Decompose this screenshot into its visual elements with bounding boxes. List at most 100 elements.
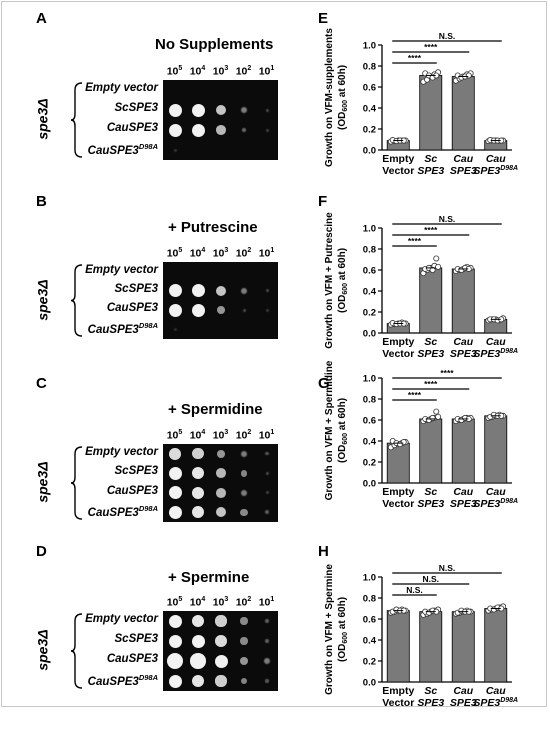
colony-spot — [215, 507, 227, 518]
strain-name: CauSPE3 — [106, 484, 158, 497]
x-tick-label-line1: Cau — [453, 153, 473, 165]
colony-spot — [217, 449, 225, 458]
strain-label: CauSPE3 — [107, 302, 158, 314]
x-tick-label-line2: SPE3 — [450, 697, 477, 709]
x-tick-label-line2: Vector — [382, 697, 414, 709]
strain-label: CauSPE3 — [107, 653, 158, 665]
dilution-base: 10 — [189, 65, 202, 78]
y-axis-units-open: (OD — [337, 644, 348, 662]
colony-spot — [173, 148, 177, 152]
panel-label-c: C — [36, 375, 47, 392]
x-tick-label-line2: SPE3 — [450, 498, 477, 510]
dilution-label: 102 — [232, 65, 255, 78]
y-tick-label: 0.6 — [363, 416, 376, 427]
colony-spot — [240, 617, 248, 625]
panel-label-h: H — [318, 543, 329, 560]
colony-spot — [191, 103, 205, 117]
colony-spot — [215, 615, 227, 627]
dilution-base: 10 — [235, 247, 248, 260]
colony-spot — [265, 128, 269, 132]
y-tick-label: 0.0 — [363, 146, 376, 157]
dilution-base: 10 — [189, 247, 202, 260]
data-point — [435, 413, 442, 420]
dilution-exponent: 2 — [247, 247, 252, 254]
strain-label: ScSPE3 — [115, 283, 158, 295]
data-point — [400, 439, 407, 446]
colony-spot — [216, 468, 226, 479]
strain-label: CauSPE3D98A — [88, 504, 158, 519]
dilution-exponent: 2 — [247, 65, 252, 72]
y-tick-label: 0.4 — [363, 104, 377, 115]
y-tick-label: 0.8 — [363, 245, 376, 256]
strain-name: ScSPE3 — [114, 465, 158, 478]
bar — [419, 611, 443, 683]
colony-spot — [191, 674, 205, 688]
x-tick-label-gene: SPE3 — [473, 348, 500, 360]
colony-spot — [264, 658, 270, 664]
dilution-label: 103 — [209, 429, 232, 442]
strain-bracket — [70, 446, 84, 525]
dilution-exponent: 4 — [201, 429, 206, 436]
colony-spot — [265, 452, 269, 456]
dilution-label: 103 — [209, 65, 232, 78]
significance-label: N.S. — [422, 574, 439, 584]
bar-chart: Growth on VFM + Spermidine (OD600 at 60h)… — [324, 360, 518, 510]
colony-spot — [265, 639, 269, 643]
colony-spot — [192, 448, 204, 460]
y-tick-label: 1.0 — [363, 374, 376, 385]
colony-spot — [265, 510, 269, 515]
x-tick-label-line2: SPE3D98A — [473, 697, 518, 709]
colony-spot — [191, 123, 205, 137]
colony-spot — [240, 657, 248, 665]
y-axis-units-close: at 60h) — [337, 597, 348, 632]
y-axis-label: Growth on VFM + Putrescine — [324, 212, 335, 349]
bar — [451, 76, 475, 151]
dilution-base: 10 — [258, 65, 271, 78]
colony-spot — [168, 284, 182, 298]
panel-label-f: F — [318, 193, 328, 210]
strain-labels: Empty vector ScSPE3 CauSPE3 CauSPE3D98A — [60, 262, 158, 339]
dilution-base: 10 — [212, 65, 225, 78]
dilution-base: 10 — [258, 247, 271, 260]
colony-spot — [191, 467, 205, 480]
genotype-label: spe3Δ — [34, 98, 51, 140]
dilution-labels: 105 104 103 102 101 — [163, 596, 278, 609]
strain-bracket — [70, 82, 84, 163]
colony-spot — [169, 447, 181, 460]
colony-spot — [241, 489, 247, 496]
colony-spot — [216, 125, 226, 135]
colony-spot — [168, 614, 182, 628]
colony-spot — [168, 486, 182, 500]
strain-labels: Empty vector ScSPE3 CauSPE3 CauSPE3D98A — [60, 444, 158, 522]
x-tick-label-mutation: D98A — [500, 165, 518, 172]
strain-label: Empty vector — [85, 446, 158, 458]
dilution-exponent: 3 — [224, 65, 229, 72]
x-tick-label-mutation: D98A — [500, 697, 518, 704]
dilution-label: 105 — [163, 247, 186, 260]
x-tick-label-line2: SPE3 — [417, 498, 444, 510]
dilution-base: 10 — [166, 247, 179, 260]
significance-label: **** — [424, 225, 438, 235]
strain-name: ScSPE3 — [114, 102, 158, 114]
dilution-exponent: 2 — [247, 596, 252, 603]
strain-name: ScSPE3 — [114, 282, 158, 295]
x-tick-label-gene: SPE3 — [450, 348, 477, 360]
colony-spot — [240, 637, 248, 645]
dilution-label: 101 — [255, 65, 278, 78]
strain-label: Empty vector — [85, 264, 158, 276]
y-tick-label: 0.0 — [363, 329, 376, 340]
significance-label: N.S. — [439, 31, 456, 41]
y-tick-label: 0.0 — [363, 678, 376, 689]
x-tick-label-line2: Vector — [382, 165, 414, 177]
significance-label: **** — [408, 53, 422, 63]
x-tick-label-line1: Cau — [453, 486, 473, 498]
strain-label: CauSPE3D98A — [88, 142, 158, 157]
x-tick-label-gene: SPE3 — [417, 498, 444, 510]
dilution-exponent: 5 — [178, 247, 183, 254]
genotype-label: spe3Δ — [34, 629, 51, 671]
dilution-exponent: 1 — [270, 596, 275, 603]
dilution-base: 10 — [189, 596, 202, 609]
strain-name: CauSPE3 — [106, 122, 158, 134]
strain-label: ScSPE3 — [115, 465, 158, 477]
dilution-base: 10 — [212, 596, 225, 609]
